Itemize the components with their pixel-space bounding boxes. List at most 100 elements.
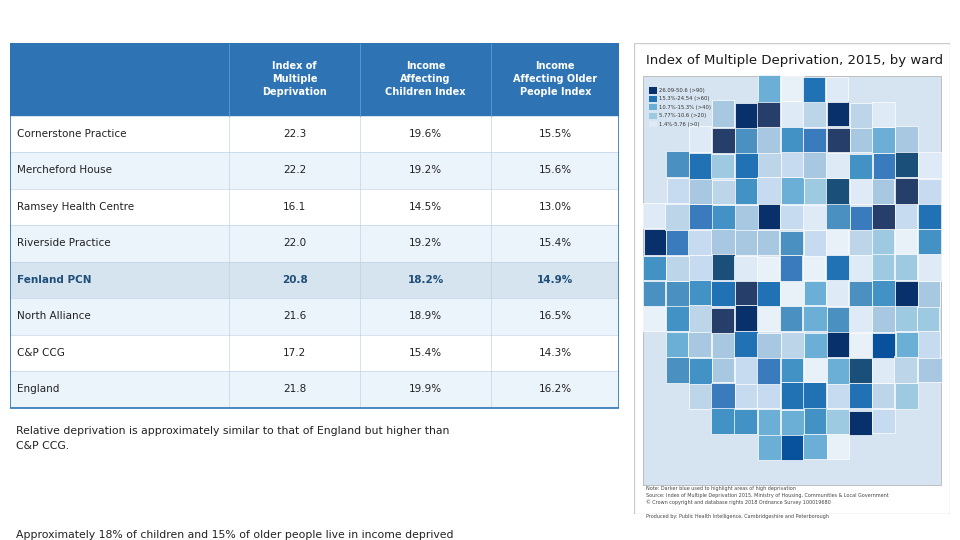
FancyBboxPatch shape <box>689 384 712 409</box>
Text: C&P CCG: C&P CCG <box>17 348 64 358</box>
FancyBboxPatch shape <box>780 177 804 204</box>
FancyBboxPatch shape <box>803 101 827 127</box>
FancyBboxPatch shape <box>711 308 733 333</box>
Text: 18.2%: 18.2% <box>408 275 444 285</box>
FancyBboxPatch shape <box>711 383 735 408</box>
FancyBboxPatch shape <box>919 254 942 281</box>
FancyBboxPatch shape <box>758 409 780 435</box>
FancyBboxPatch shape <box>780 151 804 178</box>
FancyBboxPatch shape <box>780 231 803 255</box>
Text: Income
Affecting Older
People Index: Income Affecting Older People Index <box>514 62 597 97</box>
FancyBboxPatch shape <box>711 180 735 204</box>
FancyBboxPatch shape <box>918 179 941 204</box>
FancyBboxPatch shape <box>689 255 712 280</box>
FancyBboxPatch shape <box>711 253 735 280</box>
FancyBboxPatch shape <box>758 202 780 230</box>
FancyBboxPatch shape <box>895 229 917 254</box>
FancyBboxPatch shape <box>757 230 780 255</box>
FancyBboxPatch shape <box>872 253 894 280</box>
FancyBboxPatch shape <box>666 178 688 203</box>
FancyBboxPatch shape <box>895 178 918 204</box>
FancyBboxPatch shape <box>872 102 895 127</box>
FancyBboxPatch shape <box>757 281 780 306</box>
FancyBboxPatch shape <box>896 332 920 357</box>
FancyBboxPatch shape <box>826 153 850 178</box>
Text: Approximately 18% of children and 15% of older people live in income deprived
ho: Approximately 18% of children and 15% of… <box>15 530 454 540</box>
FancyBboxPatch shape <box>781 356 804 382</box>
FancyBboxPatch shape <box>688 230 712 255</box>
FancyBboxPatch shape <box>10 298 619 335</box>
Text: 19.9%: 19.9% <box>409 384 443 394</box>
FancyBboxPatch shape <box>781 410 804 435</box>
FancyBboxPatch shape <box>780 332 804 358</box>
FancyBboxPatch shape <box>735 357 758 384</box>
FancyBboxPatch shape <box>780 126 804 152</box>
FancyBboxPatch shape <box>895 356 917 383</box>
FancyBboxPatch shape <box>826 280 849 306</box>
FancyBboxPatch shape <box>872 178 894 204</box>
FancyBboxPatch shape <box>804 407 828 434</box>
FancyBboxPatch shape <box>734 256 757 281</box>
FancyBboxPatch shape <box>711 281 734 306</box>
FancyBboxPatch shape <box>688 331 711 357</box>
FancyBboxPatch shape <box>804 230 827 255</box>
FancyBboxPatch shape <box>650 96 658 102</box>
Text: 18.9%: 18.9% <box>409 312 443 321</box>
FancyBboxPatch shape <box>689 359 711 383</box>
Text: Source: C&P PHI derived from Indices of Multiple Deprivation 2015, DCLG and GP r: Source: C&P PHI derived from Indices of … <box>10 524 640 532</box>
FancyBboxPatch shape <box>850 357 872 383</box>
Text: 15.4%: 15.4% <box>539 238 572 248</box>
FancyBboxPatch shape <box>10 225 619 261</box>
FancyBboxPatch shape <box>872 356 895 383</box>
FancyBboxPatch shape <box>643 228 666 255</box>
Text: 10.7%-15.3% (>40): 10.7%-15.3% (>40) <box>659 105 711 110</box>
Text: 15.4%: 15.4% <box>409 348 443 358</box>
FancyBboxPatch shape <box>712 128 735 153</box>
FancyBboxPatch shape <box>850 383 872 408</box>
Text: 19.2%: 19.2% <box>409 165 443 176</box>
FancyBboxPatch shape <box>804 178 827 204</box>
FancyBboxPatch shape <box>918 332 940 357</box>
FancyBboxPatch shape <box>919 357 942 382</box>
FancyBboxPatch shape <box>757 256 780 281</box>
FancyBboxPatch shape <box>735 305 758 331</box>
FancyBboxPatch shape <box>650 122 658 127</box>
FancyBboxPatch shape <box>711 229 735 254</box>
Text: 26.09-50.6 (>90): 26.09-50.6 (>90) <box>659 87 705 93</box>
FancyBboxPatch shape <box>10 335 619 371</box>
FancyBboxPatch shape <box>872 127 896 152</box>
FancyBboxPatch shape <box>735 127 758 153</box>
FancyBboxPatch shape <box>827 228 849 255</box>
FancyBboxPatch shape <box>650 113 658 119</box>
FancyBboxPatch shape <box>804 382 827 408</box>
FancyBboxPatch shape <box>780 305 803 331</box>
Text: Deprivation: Deprivation <box>10 11 129 29</box>
FancyBboxPatch shape <box>735 152 758 178</box>
FancyBboxPatch shape <box>804 205 826 229</box>
FancyBboxPatch shape <box>10 261 619 298</box>
Text: Fenland PCN: Fenland PCN <box>17 275 91 285</box>
Text: Cornerstone Practice: Cornerstone Practice <box>17 129 127 139</box>
FancyBboxPatch shape <box>650 87 658 93</box>
FancyBboxPatch shape <box>665 151 689 177</box>
FancyBboxPatch shape <box>827 128 851 152</box>
Text: Mercheford House: Mercheford House <box>17 165 112 176</box>
FancyBboxPatch shape <box>734 409 756 434</box>
FancyBboxPatch shape <box>918 306 940 332</box>
FancyBboxPatch shape <box>666 281 689 306</box>
FancyBboxPatch shape <box>850 126 872 152</box>
FancyBboxPatch shape <box>734 382 757 408</box>
FancyBboxPatch shape <box>780 280 804 306</box>
FancyBboxPatch shape <box>666 230 689 255</box>
FancyBboxPatch shape <box>804 333 828 358</box>
FancyBboxPatch shape <box>712 205 736 229</box>
Bar <box>10 43 619 408</box>
Text: 1.4%-5.76 (>0): 1.4%-5.76 (>0) <box>659 122 700 126</box>
Text: 21.8: 21.8 <box>283 384 306 394</box>
FancyBboxPatch shape <box>827 254 850 280</box>
FancyBboxPatch shape <box>642 305 665 331</box>
FancyBboxPatch shape <box>849 280 873 306</box>
FancyBboxPatch shape <box>850 104 874 128</box>
FancyBboxPatch shape <box>827 357 850 383</box>
FancyBboxPatch shape <box>665 357 689 383</box>
